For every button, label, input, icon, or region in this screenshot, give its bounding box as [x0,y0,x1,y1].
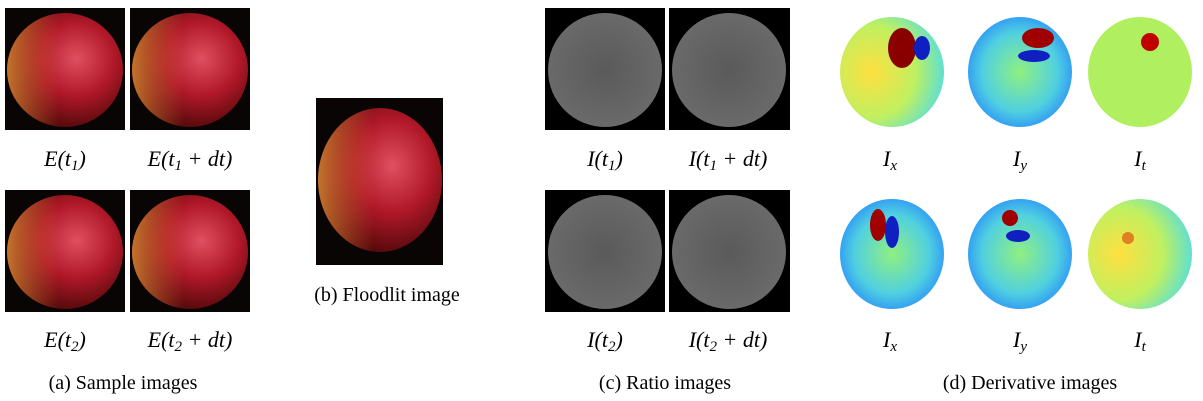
label-subscript: x [890,339,897,355]
label-tail: + dt) [182,146,232,171]
caption: (a) Sample images [49,372,198,395]
image-label: Iy [1013,327,1027,356]
label-main: I(t [689,327,710,352]
image-label: It [1134,146,1146,175]
label-tail: ) [79,327,86,352]
label-subscript: y [1020,158,1027,174]
label-main: E(t [148,327,175,352]
label-tail: ) [615,146,622,171]
image-label: I(t1) [587,146,623,175]
label-main: E(t [44,327,71,352]
figure: (a) Sample imagesE(t1)E(t1 + dt)E(t2)E(t… [0,0,1203,401]
image-label: E(t2 + dt) [148,327,233,356]
label-subscript: t [1142,339,1146,355]
image-label: E(t1) [44,146,86,175]
label-main: E(t [148,146,175,171]
image-label: Ix [883,146,897,175]
label-main: E(t [44,146,71,171]
label-main: I(t [689,146,710,171]
label-tail: + dt) [717,146,767,171]
caption: (b) Floodlit image [314,284,460,307]
label-tail: + dt) [182,327,232,352]
label-main: I(t [587,146,608,171]
label-subscript: y [1020,339,1027,355]
image-label: I(t1 + dt) [689,146,768,175]
label-tail: ) [615,327,622,352]
label-main: I(t [587,327,608,352]
floodlit-image [316,98,443,265]
image-label: It [1134,327,1146,356]
image-label: I(t2 + dt) [689,327,768,356]
image-label: E(t2) [44,327,86,356]
image-label: Iy [1013,146,1027,175]
label-subscript: t [1142,158,1146,174]
caption: (d) Derivative images [943,372,1117,395]
label-tail: + dt) [717,327,767,352]
caption: (c) Ratio images [599,372,731,395]
label-subscript: x [890,158,897,174]
label-tail: ) [79,146,86,171]
image-label: I(t2) [587,327,623,356]
image-label: E(t1 + dt) [148,146,233,175]
image-label: Ix [883,327,897,356]
